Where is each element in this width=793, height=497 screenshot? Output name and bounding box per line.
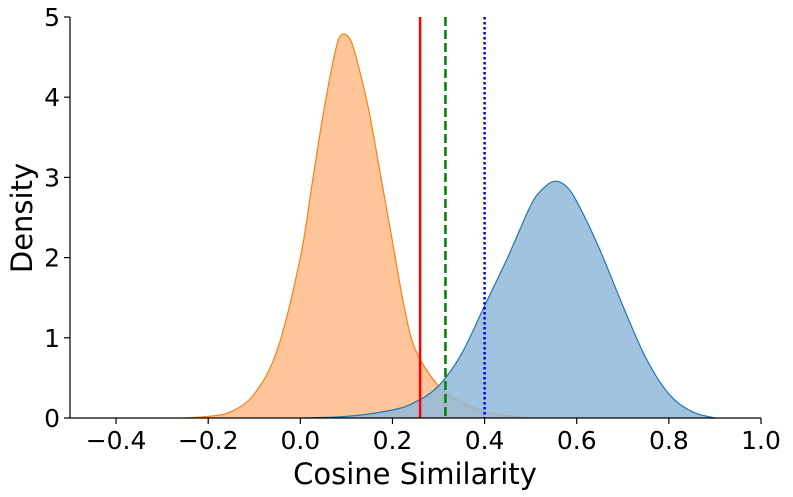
density-area-0	[185, 33, 531, 419]
y-axis-title: Density	[5, 163, 39, 273]
x-tick-label: 0.4	[465, 426, 505, 455]
x-tick-label: 1.0	[741, 426, 781, 455]
x-tick-label: −0.2	[178, 426, 239, 455]
y-tick-label: 1	[44, 324, 60, 353]
y-tick-label: 5	[44, 3, 60, 32]
x-tick-label: 0.8	[649, 426, 689, 455]
density-line-1	[300, 180, 716, 419]
x-axis-title: Cosine Similarity	[293, 457, 537, 491]
y-tick-label: 3	[44, 163, 60, 192]
y-tick-label: 0	[44, 404, 60, 433]
x-axis: −0.4 −0.2 0.0 0.2 0.4 0.6 0.8 1.0	[70, 417, 781, 455]
plot-area	[185, 17, 716, 419]
x-tick-label: 0.0	[280, 426, 320, 455]
y-tick-label: 4	[44, 83, 60, 112]
x-tick-label: 0.2	[373, 426, 413, 455]
y-tick-label: 2	[44, 244, 60, 273]
x-tick-label: −0.4	[86, 426, 147, 455]
x-tick-label: 0.6	[557, 426, 597, 455]
density-area-1	[300, 181, 715, 418]
y-axis: 0 1 2 3 4 5	[44, 3, 71, 433]
